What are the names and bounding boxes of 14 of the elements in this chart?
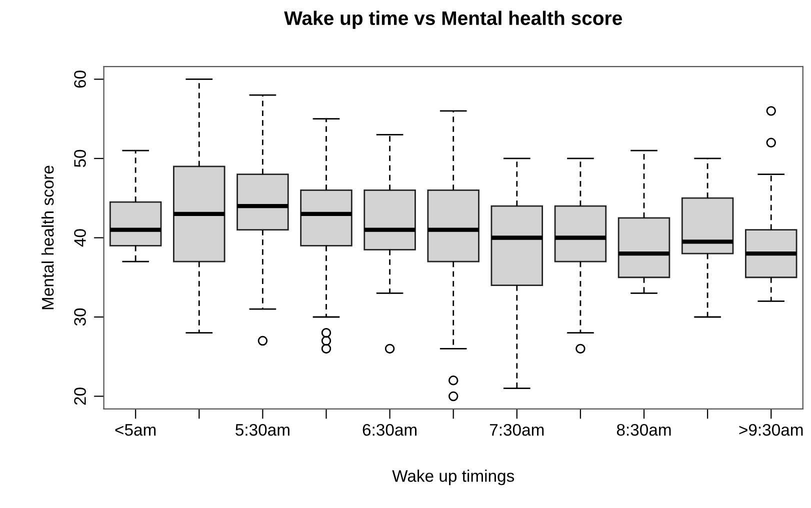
y-axis-title: Mental health score xyxy=(41,166,54,310)
x-tick-label: <5am xyxy=(115,424,156,436)
x-tick-label: >9:30am xyxy=(739,424,803,436)
y-tick-label: 60 xyxy=(74,70,86,88)
y-tick-label: 40 xyxy=(74,229,86,247)
y-tick-label: 50 xyxy=(74,150,86,168)
x-tick-label: 6:30am xyxy=(362,424,416,436)
y-tick-label: 30 xyxy=(74,308,86,326)
chart-title: Wake up time vs Mental health score xyxy=(284,10,622,29)
x-tick-label: 7:30am xyxy=(490,424,544,436)
x-axis-title: Wake up timings xyxy=(392,470,514,486)
x-tick-label: 5:30am xyxy=(236,424,290,436)
y-tick-label: 20 xyxy=(74,388,86,405)
x-tick-label: 8:30am xyxy=(616,424,671,436)
